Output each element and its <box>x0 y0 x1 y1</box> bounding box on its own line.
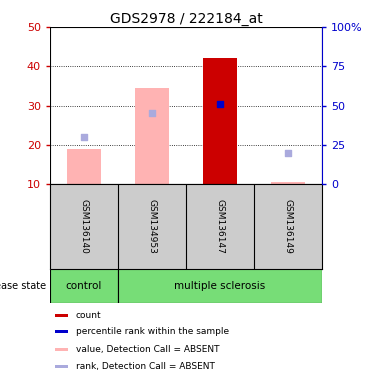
Text: GSM136140: GSM136140 <box>80 199 88 254</box>
Text: rank, Detection Call = ABSENT: rank, Detection Call = ABSENT <box>76 362 215 371</box>
Bar <box>118 269 322 303</box>
Text: GSM134953: GSM134953 <box>147 199 157 254</box>
Bar <box>56 314 68 317</box>
Text: value, Detection Call = ABSENT: value, Detection Call = ABSENT <box>76 345 219 354</box>
Text: multiple sclerosis: multiple sclerosis <box>174 281 266 291</box>
Text: GSM136147: GSM136147 <box>215 199 225 254</box>
Bar <box>56 330 68 333</box>
Text: GSM136149: GSM136149 <box>283 199 292 254</box>
Point <box>285 150 291 156</box>
Title: GDS2978 / 222184_at: GDS2978 / 222184_at <box>110 12 262 26</box>
Text: disease state: disease state <box>0 281 47 291</box>
Bar <box>50 269 118 303</box>
Bar <box>56 348 68 351</box>
Bar <box>135 88 169 184</box>
Point <box>217 101 223 107</box>
Bar <box>271 182 305 184</box>
Point <box>149 111 155 117</box>
Bar <box>56 365 68 367</box>
Bar <box>203 58 237 184</box>
Text: percentile rank within the sample: percentile rank within the sample <box>76 327 229 336</box>
Bar <box>67 149 101 184</box>
Text: control: control <box>66 281 102 291</box>
Point <box>81 134 87 140</box>
Text: count: count <box>76 311 101 320</box>
